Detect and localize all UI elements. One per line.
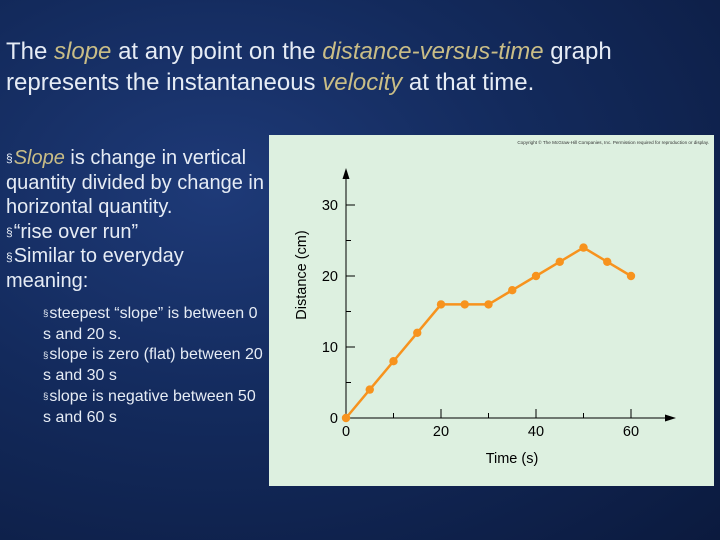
sub-bullet-item: §slope is negative between 50 s and 60 s <box>43 387 256 426</box>
chart-svg: Copyright © The McGraw-Hill Companies, I… <box>294 139 709 467</box>
data-point <box>555 257 564 266</box>
bullet-marker-icon: § <box>43 308 49 320</box>
data-point <box>626 271 636 281</box>
data-point <box>389 357 398 366</box>
data-point <box>436 300 446 309</box>
bullet-marker-icon: § <box>6 151 13 166</box>
data-point <box>341 413 351 423</box>
sub-bullet-item: §slope is zero (flat) between 20 s and 3… <box>43 346 263 385</box>
data-point <box>484 300 493 309</box>
y-tick-label: 10 <box>322 340 338 356</box>
data-point <box>413 328 422 337</box>
y-tick-label: 0 <box>330 411 338 427</box>
x-tick-label: 60 <box>623 424 639 440</box>
bullet-item: §“rise over run” <box>6 220 139 243</box>
title-term-graph: distance-versus-time <box>322 38 544 65</box>
data-point <box>531 271 541 281</box>
y-tick-label: 20 <box>322 269 338 285</box>
x-axis-label: Time (s) <box>486 451 539 467</box>
data-point <box>508 286 517 295</box>
bullet-marker-icon: § <box>6 224 13 239</box>
bullet-marker-icon: § <box>6 249 13 264</box>
bullet-marker-icon: § <box>43 349 49 361</box>
x-tick-label: 40 <box>528 424 544 440</box>
y-tick-label: 30 <box>322 198 338 214</box>
data-point <box>579 243 588 252</box>
bullet-item: §Slope is change in vertical quantity di… <box>6 147 264 219</box>
data-point <box>460 300 469 309</box>
title-term-slope: slope <box>54 38 112 65</box>
title-term-velocity: velocity <box>322 69 403 96</box>
copyright-notice: Copyright © The McGraw-Hill Companies, I… <box>517 139 709 145</box>
x-axis-arrow-icon <box>665 414 676 422</box>
bullet-item: §Similar to everyday meaning: <box>6 245 184 293</box>
distance-time-chart: Copyright © The McGraw-Hill Companies, I… <box>269 135 714 486</box>
bullet-term-slope: Slope <box>13 147 65 169</box>
x-tick-label: 20 <box>433 424 449 440</box>
y-axis-arrow-icon <box>342 168 350 179</box>
slide-title: The slope at any point on the distance-v… <box>6 38 612 96</box>
data-point <box>365 385 374 394</box>
series-line <box>345 246 632 419</box>
data-point <box>603 257 612 266</box>
sub-bullet-list: §steepest “slope” is between 0 s and 20 … <box>43 304 268 429</box>
sub-bullet-item: §steepest “slope” is between 0 s and 20 … <box>43 304 258 343</box>
x-tick-label: 0 <box>342 424 350 440</box>
y-axis-label: Distance (cm) <box>294 230 310 319</box>
bullet-list: §Slope is change in vertical quantity di… <box>6 146 268 428</box>
bullet-marker-icon: § <box>43 391 49 403</box>
